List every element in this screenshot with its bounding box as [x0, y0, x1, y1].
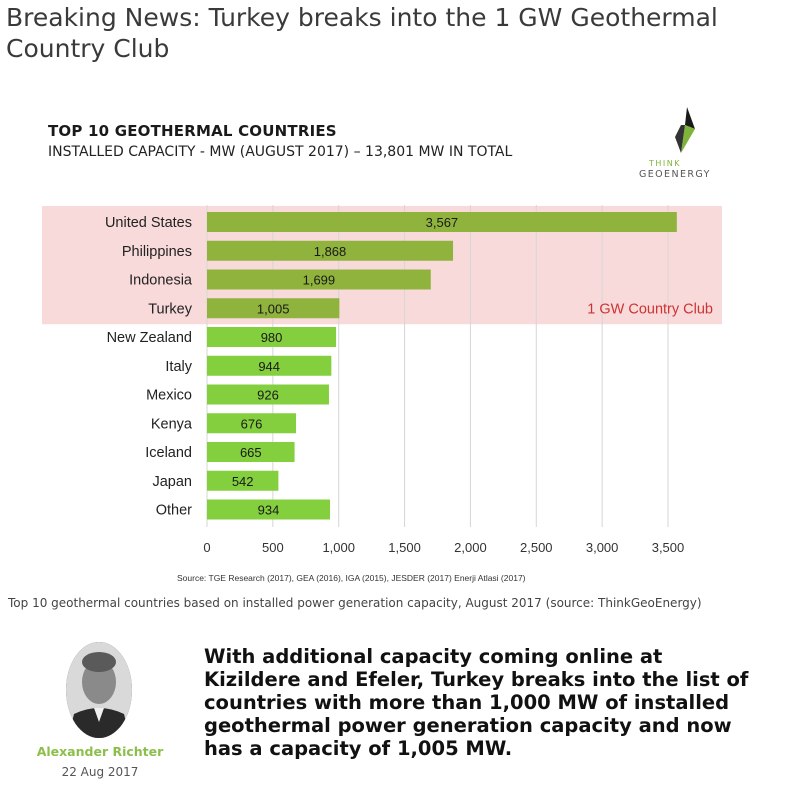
- club-label: 1 GW Country Club: [587, 301, 713, 317]
- x-tick-label: 1,500: [388, 540, 421, 555]
- bar: [207, 327, 337, 347]
- category-label: Other: [156, 503, 192, 519]
- bar: [207, 384, 329, 405]
- x-tick-label: 3,000: [586, 540, 619, 555]
- article-date: 22 Aug 2017: [61, 765, 139, 779]
- category-label: Kenya: [151, 416, 193, 432]
- category-label: Turkey: [148, 301, 193, 317]
- article-headline: Breaking News: Turkey breaks into the 1 …: [6, 3, 718, 63]
- x-tick-label: 500: [262, 540, 284, 555]
- category-label: Japan: [152, 474, 192, 490]
- bar: [207, 298, 340, 319]
- x-tick-label: 1,000: [322, 540, 355, 555]
- chart-source: Source: TGE Research (2017), GEA (2016),…: [177, 573, 526, 583]
- author-name[interactable]: Alexander Richter: [36, 744, 164, 759]
- article-lead: With additional capacity coming online a…: [204, 645, 749, 760]
- data-label: 980: [261, 330, 283, 345]
- bar: [207, 499, 331, 520]
- logo-text-think: THINK: [649, 159, 681, 168]
- figure-caption: Top 10 geothermal countries based on ins…: [8, 596, 702, 610]
- author-avatar: [66, 642, 132, 738]
- data-label: 944: [258, 359, 280, 374]
- bar: [207, 442, 295, 462]
- data-label: 676: [241, 416, 263, 431]
- x-tick-label: 0: [203, 540, 210, 555]
- bar: [207, 269, 431, 290]
- category-label: Mexico: [146, 388, 192, 404]
- bar: [207, 413, 297, 434]
- bar-chart: 0 500 1,000 1,500 2,000 2,500 3,000 3,500 United…: [42, 205, 722, 555]
- bar: [207, 212, 677, 232]
- bar: [207, 355, 332, 376]
- category-label: Italy: [165, 359, 192, 375]
- x-tick-label: 2,500: [520, 540, 553, 555]
- data-label: 926: [257, 388, 279, 403]
- bar: [207, 470, 279, 491]
- data-label: 1,868: [314, 244, 347, 259]
- thinkgeoenergy-logo: THINK GEOENERGY: [637, 107, 727, 187]
- x-tick-label: 3,500: [652, 540, 685, 555]
- category-label: United States: [105, 215, 192, 231]
- data-label: 1,005: [257, 301, 290, 316]
- logo-text-geoenergy: GEOENERGY: [639, 169, 711, 180]
- data-label: 665: [240, 445, 262, 460]
- chart-title: TOP 10 GEOTHERMAL COUNTRIES: [48, 122, 337, 140]
- category-label: Indonesia: [129, 273, 193, 289]
- chart-subtitle: INSTALLED CAPACITY - MW (AUGUST 2017) – …: [48, 144, 513, 160]
- data-label: 542: [232, 474, 254, 489]
- logo-mark-icon: [675, 107, 695, 153]
- data-label: 934: [258, 503, 280, 518]
- chart-figure: TOP 10 GEOTHERMAL COUNTRIES INSTALLED CA…: [0, 95, 794, 595]
- data-label: 1,699: [303, 273, 336, 288]
- category-label: Iceland: [145, 445, 192, 461]
- bar: [207, 240, 454, 261]
- category-label: New Zealand: [107, 330, 192, 346]
- x-tick-label: 2,000: [454, 540, 487, 555]
- category-label: Philippines: [122, 244, 192, 260]
- data-label: 3,567: [426, 215, 459, 230]
